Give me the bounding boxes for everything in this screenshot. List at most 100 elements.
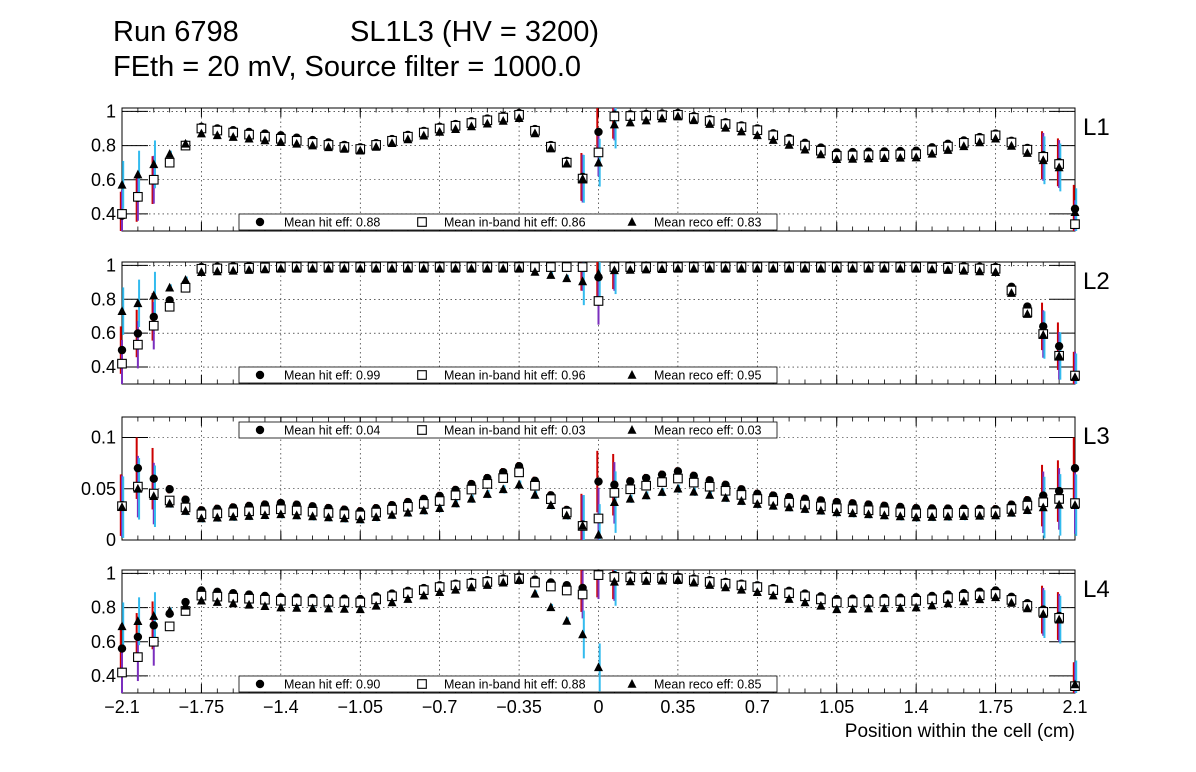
legend-marker — [627, 425, 637, 434]
reco-eff-point — [196, 128, 206, 138]
y-tick-label: 0.6 — [91, 632, 116, 652]
reco-eff-point — [1038, 502, 1048, 512]
reco-eff-point — [832, 154, 842, 164]
reco-eff-point — [292, 138, 302, 148]
reco-eff-point — [403, 594, 413, 603]
inband-eff-point — [133, 339, 143, 350]
reco-eff-point — [832, 604, 842, 614]
reco-eff-point — [1070, 372, 1080, 382]
inband-eff-point — [164, 301, 175, 312]
reco-eff-point — [419, 505, 429, 515]
reco-eff-point — [514, 113, 524, 123]
inband-eff-point — [625, 484, 636, 495]
reco-eff-point — [816, 505, 826, 515]
legend-entry: Mean in-band hit eff: 0.86 — [444, 216, 586, 230]
hit-eff-point — [149, 312, 158, 322]
reco-eff-point — [212, 597, 222, 606]
reco-eff-point — [1038, 155, 1048, 165]
reco-eff-point — [371, 263, 381, 273]
reco-eff-point — [276, 263, 286, 273]
reco-eff-point — [879, 510, 889, 520]
legend-entry: Mean hit eff: 0.04 — [284, 424, 380, 438]
reco-eff-point — [466, 263, 476, 273]
reco-eff-point — [641, 490, 651, 500]
hit-eff-point — [149, 474, 158, 483]
reco-eff-point — [943, 145, 953, 154]
reco-eff-point — [578, 629, 588, 639]
reco-eff-point — [864, 603, 874, 613]
reco-eff-point — [816, 600, 826, 610]
reco-eff-point — [196, 267, 206, 276]
reco-eff-point — [1006, 288, 1016, 297]
reco-eff-point — [625, 117, 635, 127]
hit-eff-point — [165, 485, 174, 494]
inband-eff-point — [466, 484, 477, 495]
legend: Mean hit eff: 0.88 Mean in-band hit eff: … — [238, 213, 778, 231]
reco-eff-point — [308, 263, 318, 273]
reco-eff-point — [482, 580, 492, 589]
reco-eff-point — [482, 118, 492, 128]
reco-eff-point — [482, 489, 492, 498]
y-tick-label: 0.1 — [91, 428, 116, 448]
reco-eff-point — [498, 577, 508, 587]
legend-marker — [255, 679, 265, 689]
reco-eff-point — [133, 483, 143, 493]
reco-eff-point — [705, 580, 715, 589]
y-tick-label: 0.6 — [91, 323, 116, 343]
reco-eff-point — [673, 575, 683, 585]
legend: Mean hit eff: 0.90 Mean in-band hit eff: … — [238, 675, 778, 693]
legend-entry: Mean in-band hit eff: 0.03 — [444, 424, 586, 438]
hit-eff-point — [149, 621, 158, 630]
legend-box — [238, 366, 778, 384]
legend-entry: Mean reco eff: 0.83 — [654, 216, 762, 230]
reco-eff-point — [625, 493, 635, 503]
reco-eff-point — [355, 514, 365, 524]
reco-eff-point — [657, 264, 667, 273]
reco-eff-point — [228, 511, 238, 521]
inband-eff-point — [657, 477, 667, 487]
reco-eff-point — [768, 263, 778, 273]
reco-eff-point — [673, 263, 683, 273]
reco-eff-point — [641, 115, 651, 125]
reco-eff-point — [403, 263, 413, 273]
legend-marker — [627, 370, 637, 379]
inband-eff-point — [593, 147, 604, 158]
reco-eff-point — [149, 611, 159, 620]
reco-eff-point — [562, 510, 572, 520]
reco-eff-point — [1022, 505, 1032, 514]
reco-eff-point — [165, 498, 175, 508]
inband-eff-point — [545, 262, 556, 272]
reco-eff-point — [419, 130, 429, 140]
reco-eff-point — [1006, 507, 1016, 517]
reco-eff-point — [927, 600, 937, 610]
reco-eff-point — [451, 584, 461, 594]
panel-label: L4 — [1083, 576, 1110, 603]
x-tick-label: 0 — [593, 697, 603, 717]
legend-marker — [255, 370, 265, 380]
reco-eff-point — [244, 511, 254, 520]
reco-eff-point — [657, 113, 667, 123]
reco-eff-point — [689, 486, 699, 496]
hit-eff-point — [133, 632, 143, 642]
hit-eff-point — [181, 495, 190, 504]
inband-eff-point — [545, 581, 556, 592]
reco-eff-point — [752, 587, 762, 597]
reco-eff-point — [800, 504, 810, 513]
reco-eff-point — [482, 263, 492, 273]
inband-eff-point — [164, 621, 175, 632]
reco-eff-point — [578, 520, 588, 530]
reco-eff-point — [244, 599, 254, 609]
x-tick-label: −0.35 — [496, 697, 542, 717]
reco-eff-point — [895, 511, 905, 521]
reco-eff-point — [721, 263, 731, 273]
reco-eff-point — [355, 145, 365, 155]
inband-eff-point — [593, 513, 604, 524]
reco-eff-point — [1054, 350, 1064, 360]
reco-eff-point — [832, 263, 842, 273]
inband-eff-point — [180, 282, 191, 293]
reco-eff-point — [530, 489, 540, 499]
reco-eff-point — [530, 128, 540, 138]
x-tick-label: −2.1 — [104, 697, 140, 717]
reco-eff-point — [498, 484, 508, 494]
reco-eff-point — [959, 596, 969, 606]
